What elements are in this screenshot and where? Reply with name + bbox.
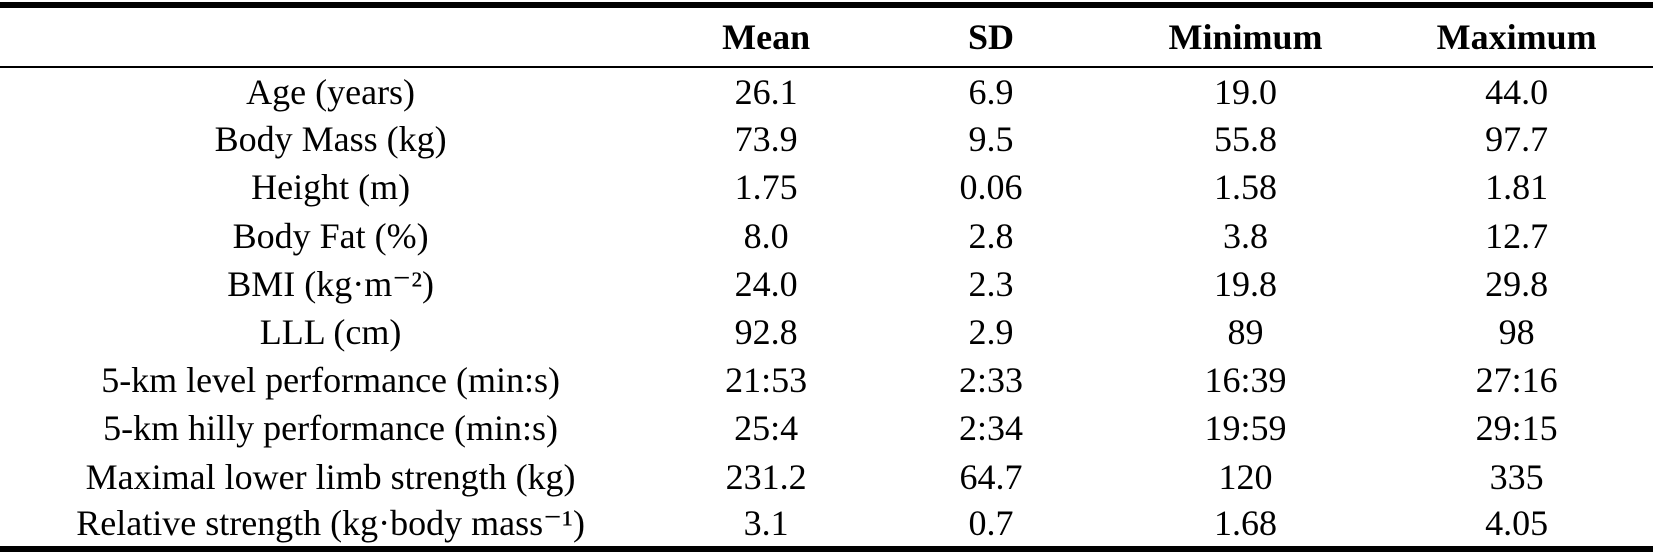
cell-sd: 0.7 xyxy=(968,503,1014,544)
table-row: Body Fat (%) 8.0 2.8 3.8 12.7 xyxy=(0,212,1653,260)
table-row: Age (years) 26.1 6.9 19.0 44.0 xyxy=(0,67,1653,115)
cell-minimum: 89 xyxy=(1227,312,1264,353)
table-row: Maximal lower limb strength (kg) 231.2 6… xyxy=(0,453,1653,501)
cell-maximum: 1.81 xyxy=(1485,167,1549,208)
cell-sd: 2.8 xyxy=(968,215,1014,256)
cell-mean: 25:4 xyxy=(734,408,799,449)
cell-minimum: 3.8 xyxy=(1223,215,1269,256)
table-row: 5-km level performance (min:s) 21:53 2:3… xyxy=(0,356,1653,404)
cell-mean: 1.75 xyxy=(734,167,798,208)
column-header-mean: Mean xyxy=(661,5,872,68)
cell-maximum: 4.05 xyxy=(1485,503,1549,544)
row-label: LLL (cm) xyxy=(259,312,402,353)
column-header-minimum: Minimum xyxy=(1110,5,1381,68)
column-header-sd: SD xyxy=(871,5,1111,68)
cell-sd: 2.9 xyxy=(968,312,1014,353)
cell-minimum: 19.0 xyxy=(1214,71,1278,112)
row-label: BMI (kg·m⁻²) xyxy=(227,263,434,304)
column-header-maximum: Maximum xyxy=(1380,5,1653,68)
cell-maximum: 98 xyxy=(1498,312,1535,353)
cell-sd: 0.06 xyxy=(959,167,1023,208)
header-row: Mean SD Minimum Maximum xyxy=(0,5,1653,68)
cell-minimum: 16:39 xyxy=(1204,360,1287,401)
cell-minimum: 1.58 xyxy=(1214,167,1278,208)
cell-maximum: 27:16 xyxy=(1475,360,1558,401)
cell-sd: 2.3 xyxy=(968,263,1014,304)
row-label: Maximal lower limb strength (kg) xyxy=(85,456,576,497)
cell-mean: 8.0 xyxy=(743,215,789,256)
cell-mean: 92.8 xyxy=(734,312,798,353)
cell-mean: 24.0 xyxy=(734,263,798,304)
cell-minimum: 1.68 xyxy=(1214,503,1278,544)
cell-minimum: 19:59 xyxy=(1204,408,1287,449)
row-label: Height (m) xyxy=(251,167,411,208)
cell-sd: 64.7 xyxy=(959,456,1023,497)
cell-mean: 21:53 xyxy=(725,360,808,401)
cell-sd: 2:33 xyxy=(958,360,1023,401)
table-row: LLL (cm) 92.8 2.9 89 98 xyxy=(0,308,1653,356)
cell-minimum: 55.8 xyxy=(1214,119,1278,160)
table-row: Height (m) 1.75 0.06 1.58 1.81 xyxy=(0,163,1653,211)
table-row: Body Mass (kg) 73.9 9.5 55.8 97.7 xyxy=(0,115,1653,163)
cell-maximum: 29:15 xyxy=(1475,408,1558,449)
table-row: 5-km hilly performance (min:s) 25:4 2:34… xyxy=(0,404,1653,452)
cell-maximum: 12.7 xyxy=(1485,215,1549,256)
table-row: BMI (kg·m⁻²) 24.0 2.3 19.8 29.8 xyxy=(0,260,1653,308)
column-header-empty xyxy=(0,5,662,68)
row-label: Body Mass (kg) xyxy=(214,119,447,160)
cell-maximum: 97.7 xyxy=(1485,119,1549,160)
cell-sd: 2:34 xyxy=(958,408,1023,449)
cell-maximum: 335 xyxy=(1489,456,1544,497)
cell-mean: 231.2 xyxy=(725,456,807,497)
cell-maximum: 44.0 xyxy=(1485,71,1549,112)
row-label: Relative strength (kg·body mass⁻¹) xyxy=(76,503,585,544)
cell-mean: 3.1 xyxy=(743,503,789,544)
cell-mean: 73.9 xyxy=(734,119,798,160)
cell-sd: 6.9 xyxy=(968,71,1014,112)
row-label: 5-km level performance (min:s) xyxy=(101,360,561,401)
cell-maximum: 29.8 xyxy=(1485,263,1549,304)
cell-minimum: 120 xyxy=(1218,456,1273,497)
row-label: Body Fat (%) xyxy=(232,215,429,256)
cell-minimum: 19.8 xyxy=(1214,263,1278,304)
cell-sd: 9.5 xyxy=(968,119,1014,160)
cell-mean: 26.1 xyxy=(734,71,798,112)
table-row: Relative strength (kg·body mass⁻¹) 3.1 0… xyxy=(0,501,1653,549)
row-label: 5-km hilly performance (min:s) xyxy=(103,408,559,449)
row-label: Age (years) xyxy=(246,71,416,112)
